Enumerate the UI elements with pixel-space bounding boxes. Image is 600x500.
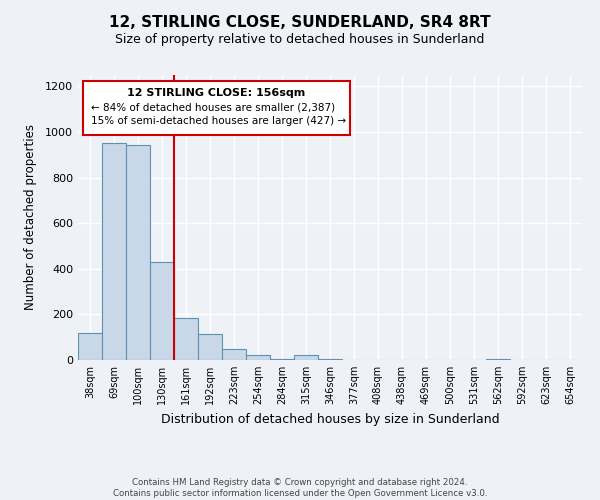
Bar xyxy=(174,318,198,360)
Bar xyxy=(486,359,510,360)
Text: 12 STIRLING CLOSE: 156sqm: 12 STIRLING CLOSE: 156sqm xyxy=(127,88,306,98)
X-axis label: Distribution of detached houses by size in Sunderland: Distribution of detached houses by size … xyxy=(161,412,499,426)
Text: ← 84% of detached houses are smaller (2,387): ← 84% of detached houses are smaller (2,… xyxy=(91,102,335,112)
Bar xyxy=(102,144,126,360)
Text: 12, STIRLING CLOSE, SUNDERLAND, SR4 8RT: 12, STIRLING CLOSE, SUNDERLAND, SR4 8RT xyxy=(109,15,491,30)
Text: Size of property relative to detached houses in Sunderland: Size of property relative to detached ho… xyxy=(115,32,485,46)
Bar xyxy=(294,356,318,360)
Text: Contains HM Land Registry data © Crown copyright and database right 2024.
Contai: Contains HM Land Registry data © Crown c… xyxy=(113,478,487,498)
Bar xyxy=(126,144,150,360)
FancyBboxPatch shape xyxy=(83,80,350,135)
Bar xyxy=(318,359,342,360)
Bar xyxy=(270,359,294,360)
Bar xyxy=(246,355,270,360)
Bar xyxy=(78,332,102,360)
Bar xyxy=(150,262,174,360)
Bar xyxy=(198,334,222,360)
Text: 15% of semi-detached houses are larger (427) →: 15% of semi-detached houses are larger (… xyxy=(91,116,346,126)
Y-axis label: Number of detached properties: Number of detached properties xyxy=(23,124,37,310)
Bar xyxy=(222,350,246,360)
